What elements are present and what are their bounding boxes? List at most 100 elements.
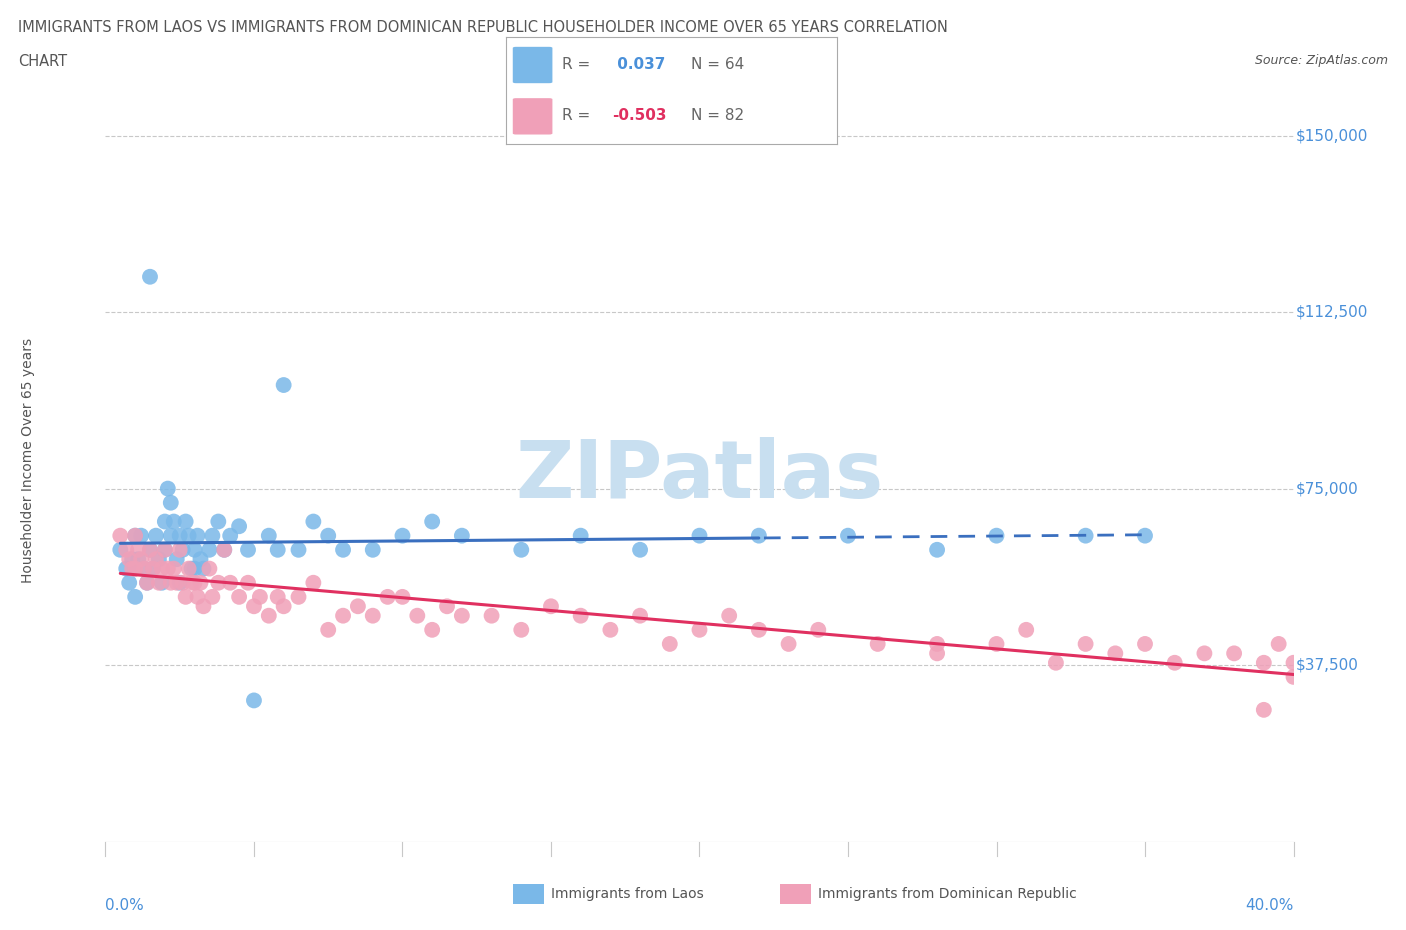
Point [1133, 636, 1156, 651]
Point [1253, 656, 1275, 671]
Point [115, 561, 138, 576]
Point [190, 576, 212, 591]
Point [180, 561, 202, 576]
Point [361, 542, 384, 557]
Point [177, 561, 200, 576]
Point [243, 599, 266, 614]
Point [177, 528, 200, 543]
Point [510, 622, 533, 637]
Point [214, 542, 236, 557]
Point [986, 636, 1008, 651]
Point [169, 528, 191, 543]
Point [198, 561, 221, 576]
Point [193, 561, 215, 576]
Point [316, 622, 339, 637]
Text: N = 82: N = 82 [692, 108, 744, 124]
Point [273, 599, 295, 614]
Point [1282, 670, 1305, 684]
Point [236, 542, 259, 557]
Point [127, 542, 149, 557]
Point [927, 636, 949, 651]
Point [267, 542, 290, 557]
Point [1045, 656, 1067, 671]
Point [153, 542, 176, 557]
Point [115, 542, 138, 557]
Point [450, 528, 472, 543]
Point [139, 542, 162, 557]
Point [153, 542, 176, 557]
Point [302, 514, 325, 529]
Text: 0.0%: 0.0% [105, 898, 145, 913]
Text: R =: R = [562, 57, 596, 72]
Text: 40.0%: 40.0% [1246, 898, 1294, 913]
Point [110, 542, 132, 557]
Point [228, 590, 250, 604]
Point [316, 528, 339, 543]
Point [689, 622, 711, 637]
Point [145, 528, 167, 543]
Text: 0.037: 0.037 [612, 57, 665, 72]
Point [658, 636, 681, 651]
Point [1164, 656, 1187, 671]
Point [148, 551, 170, 566]
Point [139, 542, 162, 557]
Point [127, 551, 149, 566]
Point [124, 561, 146, 576]
Text: -0.503: -0.503 [612, 108, 666, 124]
Point [124, 528, 146, 543]
Point [510, 542, 533, 557]
Text: $75,000: $75,000 [1296, 481, 1358, 496]
Text: Householder Income Over 65 years: Householder Income Over 65 years [21, 338, 35, 583]
Point [236, 576, 259, 591]
Point [540, 599, 562, 614]
Point [139, 270, 162, 285]
Point [163, 514, 186, 529]
Point [1074, 636, 1097, 651]
Point [267, 590, 290, 604]
Point [420, 622, 443, 637]
Point [837, 528, 859, 543]
Point [124, 528, 146, 543]
Point [748, 528, 770, 543]
Point [1104, 646, 1126, 661]
Point [628, 542, 651, 557]
Point [420, 514, 443, 529]
Point [332, 608, 354, 623]
Text: R =: R = [562, 108, 596, 124]
Point [332, 542, 354, 557]
Point [287, 590, 309, 604]
Point [136, 576, 159, 591]
Point [169, 542, 191, 557]
Point [778, 636, 800, 651]
Point [129, 551, 152, 566]
Text: CHART: CHART [18, 54, 67, 69]
Point [866, 636, 889, 651]
Point [174, 514, 197, 529]
Point [159, 496, 181, 511]
Point [391, 590, 413, 604]
Point [163, 561, 186, 576]
Text: $112,500: $112,500 [1296, 304, 1368, 320]
Text: $37,500: $37,500 [1296, 658, 1358, 672]
Point [172, 576, 194, 591]
Text: Immigrants from Dominican Republic: Immigrants from Dominican Republic [818, 886, 1077, 901]
Point [159, 576, 181, 591]
Point [129, 528, 152, 543]
Point [183, 542, 205, 557]
Point [406, 608, 429, 623]
Point [121, 561, 143, 576]
Point [1133, 528, 1156, 543]
Point [1015, 622, 1038, 637]
Point [219, 528, 242, 543]
Text: Immigrants from Laos: Immigrants from Laos [551, 886, 704, 901]
Point [1253, 702, 1275, 717]
Point [180, 576, 202, 591]
Point [169, 576, 191, 591]
Point [207, 514, 229, 529]
Point [145, 551, 167, 566]
Point [249, 590, 271, 604]
Point [361, 608, 384, 623]
Point [748, 622, 770, 637]
FancyBboxPatch shape [513, 46, 553, 83]
Point [219, 576, 242, 591]
